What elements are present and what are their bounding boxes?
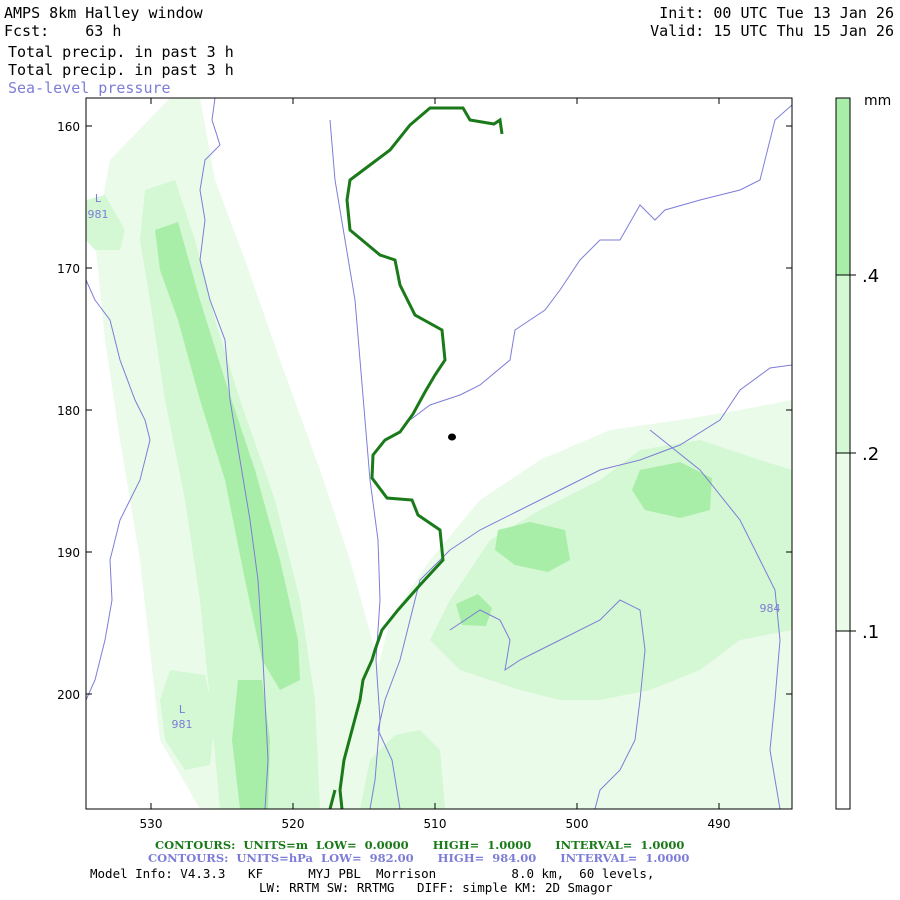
isobar-west (86, 279, 151, 701)
isobar-coast-south (449, 599, 646, 809)
footer-contours-slp: CONTOURS: UNITS=hPa LOW= 982.00 HIGH= 98… (148, 851, 690, 865)
low-1-letter: L (95, 192, 102, 205)
isobar-central-west (199, 98, 269, 809)
forecast-hour: Fcst: 63 h (4, 22, 122, 40)
low-2-letter: L (179, 703, 186, 716)
precip-area-east-core (632, 462, 712, 518)
green-contour-line (338, 106, 504, 809)
x-tick-530: 530 (140, 817, 163, 831)
map-frame (85, 97, 793, 810)
map-title: AMPS 8km Halley window (4, 4, 203, 22)
y-tick-200: 200 (57, 688, 80, 702)
y-tick-160: 160 (57, 120, 80, 134)
colorbar-label-02: .2 (862, 444, 880, 465)
field-label-precip-1: Total precip. in past 3 h (8, 43, 234, 61)
y-tick-180: 180 (57, 404, 80, 418)
x-tick-490: 490 (708, 817, 731, 831)
y-tick-190: 190 (57, 546, 80, 560)
x-tick-520: 520 (282, 817, 305, 831)
isobar-coast-northeast (409, 104, 792, 421)
station-marker (448, 433, 456, 441)
precip-shading (86, 98, 792, 809)
low-1-value: 981 (88, 208, 109, 221)
isobar-label-984: 984 (760, 602, 781, 615)
x-tick-500: 500 (566, 817, 589, 831)
x-tick-510: 510 (424, 817, 447, 831)
colorbar-unit: mm (864, 93, 892, 109)
footer-model-info: Model Info: V4.3.3 KF MYJ PBL Morrison 8… (90, 866, 655, 881)
colorbar-label-01: .1 (862, 622, 880, 643)
colorbar (835, 97, 856, 810)
isobars (86, 98, 792, 809)
colorbar-swatch-0 (836, 98, 850, 275)
precip-band-west-core (155, 222, 300, 690)
field-label-slp: Sea-level pressure (8, 79, 171, 97)
colorbar-swatch-3 (836, 631, 850, 809)
isobar-984 (649, 429, 781, 809)
field-label-precip-2: Total precip. in past 3 h (8, 61, 234, 79)
colorbar-label-04: .4 (862, 266, 880, 287)
precip-area-central-core (495, 522, 570, 572)
precip-area-sw-mid (160, 670, 215, 770)
axis-ticks (86, 98, 792, 809)
init-time: Init: 00 UTC Tue 13 Jan 26 (659, 4, 894, 22)
footer-contours-terrain: CONTOURS: UNITS=m LOW= 0.0000 HIGH= 1.00… (155, 838, 685, 852)
valid-time: Valid: 15 UTC Thu 15 Jan 26 (650, 22, 894, 40)
precip-area-south-mid (360, 730, 445, 809)
terrain-contour (328, 106, 504, 809)
precip-band-west-core-south (232, 680, 270, 809)
footer-model-info-2: LW: RRTM SW: RRTMG DIFF: simple KM: 2D S… (259, 880, 613, 895)
isobar-southeast (377, 364, 792, 809)
colorbar-swatch-1 (836, 275, 850, 453)
y-tick-170: 170 (57, 262, 80, 276)
green-contour-tail (328, 789, 337, 809)
low-2-value: 981 (172, 718, 193, 731)
precip-area-nw-mid (86, 195, 125, 250)
precip-area-small-core (456, 594, 492, 626)
colorbar-swatch-2 (836, 453, 850, 631)
